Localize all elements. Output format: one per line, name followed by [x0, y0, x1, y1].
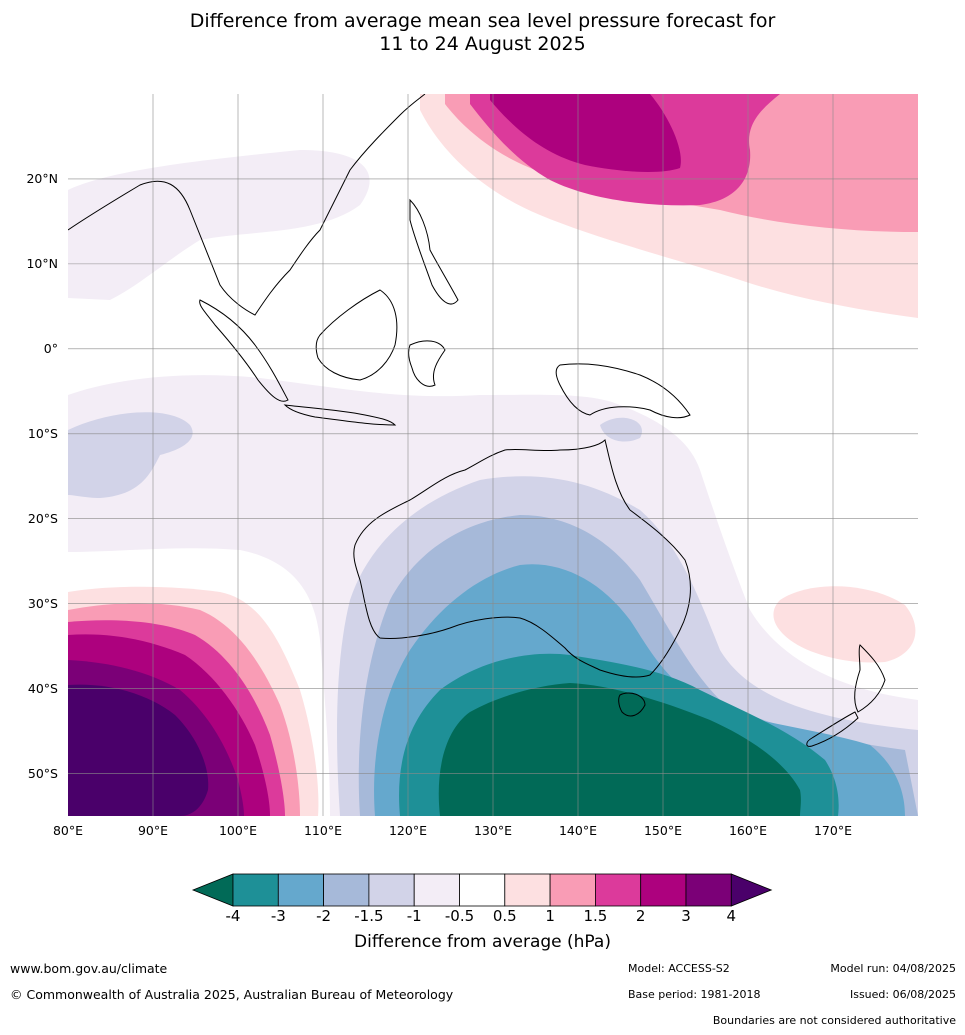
footer-model: Model: ACCESS-S2 — [628, 962, 730, 975]
graticule — [68, 94, 918, 816]
tasmania-coast — [618, 692, 646, 717]
lat-label: 20°S — [27, 510, 58, 526]
colorbar-swatch — [640, 873, 687, 907]
footer-website[interactable]: www.bom.gov.au/climate — [10, 961, 168, 976]
colorbar-tick-label: -4 — [225, 907, 241, 925]
lat-label: 10°N — [26, 255, 58, 271]
lon-label: 110°E — [303, 823, 342, 838]
sumatra-coast — [199, 299, 289, 402]
sulawesi-coast — [408, 340, 446, 387]
colorbar-tick-label: 1.5 — [583, 907, 608, 925]
colorbar-swatch — [504, 873, 551, 907]
chart-title: Difference from average mean sea level p… — [0, 10, 965, 56]
lon-label: 140°E — [558, 823, 597, 838]
colorbar-swatch — [413, 873, 460, 907]
colorbar-tick-label: 0.5 — [492, 907, 517, 925]
footer-disclaimer: Boundaries are not considered authoritat… — [712, 1014, 956, 1027]
colorbar-tick-label: -1 — [406, 907, 422, 925]
lon-label: 90°E — [137, 823, 169, 838]
title-line-1: Difference from average mean sea level p… — [189, 10, 776, 32]
colorbar-swatch — [685, 873, 732, 907]
lat-label: 10°S — [27, 425, 58, 441]
lat-label: 0° — [43, 340, 58, 356]
colorbar-label: Difference from average (hPa) — [354, 932, 611, 952]
colorbar-swatch — [323, 873, 370, 907]
colorbar-swatch — [595, 873, 642, 907]
lon-label: 170°E — [813, 823, 852, 838]
philippines-coast — [409, 198, 459, 305]
colorbar-swatch — [368, 873, 415, 907]
colorbar-tick-label: -2 — [316, 907, 332, 925]
new-zealand-north — [854, 644, 886, 713]
lon-label: 80°E — [52, 823, 84, 838]
anomaly-contours — [68, 94, 918, 816]
colorbar-tick-label: 3 — [681, 907, 691, 925]
contour-neg-0.5-north — [68, 150, 370, 300]
footer-base-period: Base period: 1981-2018 — [628, 988, 761, 1001]
colorbar-tick-label: -1.5 — [354, 907, 384, 925]
colorbar-tick-label: 1 — [545, 907, 555, 925]
contour-pos-2-north — [490, 94, 681, 172]
lat-label: 30°S — [27, 595, 58, 611]
new-zealand-south — [806, 711, 859, 747]
colorbar-swatch — [459, 873, 506, 907]
contour-neg-4 — [438, 683, 801, 816]
colorbar-swatch — [549, 873, 596, 907]
colorbar-tick-label: -3 — [270, 907, 286, 925]
australia-coast — [353, 439, 691, 678]
lon-label: 130°E — [473, 823, 512, 838]
lon-label: 120°E — [388, 823, 427, 838]
lon-label: 150°E — [643, 823, 682, 838]
colorbar-swatch — [277, 873, 324, 907]
contour-pos-4-sw — [68, 684, 209, 816]
footer-issued: Issued: 06/08/2025 — [849, 988, 956, 1001]
lon-label: 160°E — [728, 823, 767, 838]
colorbar-tick-label: -0.5 — [444, 907, 475, 925]
lat-label: 40°S — [27, 680, 58, 696]
contour-pos-0.5-tasman — [773, 586, 916, 663]
footer-model-run: Model run: 04/08/2025 — [830, 962, 956, 975]
title-line-2: 11 to 24 August 2025 — [379, 33, 586, 55]
footer-copyright: © Commonwealth of Australia 2025, Austra… — [10, 987, 454, 1002]
lat-label: 20°N — [26, 170, 58, 186]
colorbar-tick-label: 4 — [726, 907, 737, 925]
contour-neg-1-coral — [600, 417, 642, 442]
borneo-coast — [315, 289, 398, 381]
coastlines — [68, 94, 886, 747]
lat-label: 50°S — [27, 765, 58, 781]
new-guinea-coast — [555, 363, 691, 419]
asia-coast — [68, 94, 426, 316]
colorbar-swatch — [232, 873, 279, 907]
colorbar-tick-label: 2 — [635, 907, 646, 925]
colorbar-extend-high — [730, 873, 773, 907]
java-coast — [283, 404, 397, 426]
lon-label: 100°E — [218, 823, 257, 838]
colorbar-extend-low — [191, 873, 234, 907]
